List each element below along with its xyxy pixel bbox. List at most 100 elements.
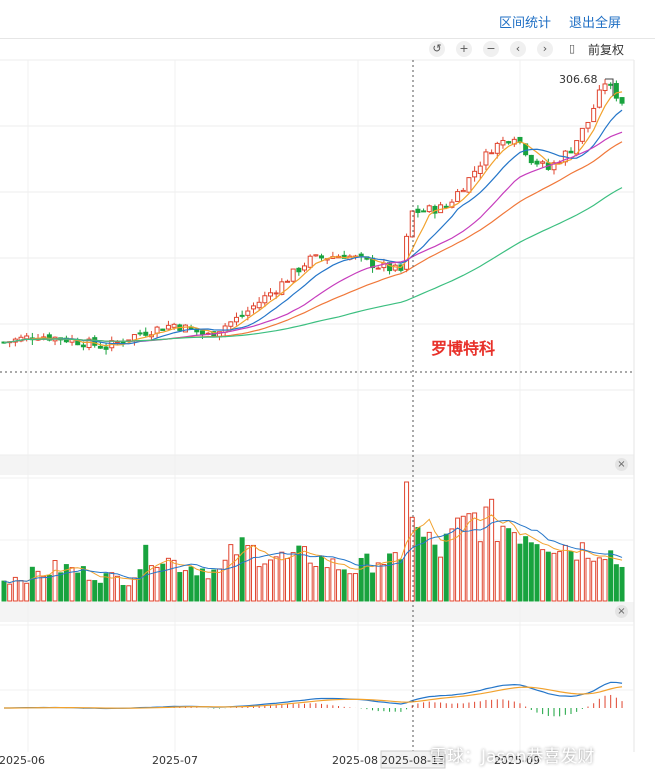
volume-ma10-line bbox=[3, 520, 623, 584]
macd-dif-line bbox=[3, 681, 623, 710]
undo-icon[interactable]: ↺ bbox=[429, 41, 445, 57]
candle-body-39 bbox=[222, 325, 228, 333]
volume-bar-35 bbox=[199, 568, 205, 602]
volume-bar-13 bbox=[75, 572, 81, 602]
candle-body-60 bbox=[341, 254, 347, 259]
grid-lines bbox=[0, 59, 635, 752]
volume-bar-101 bbox=[574, 559, 580, 602]
volume-bar-65 bbox=[370, 572, 376, 602]
scroll-left-icon[interactable]: ‹ bbox=[510, 41, 526, 57]
volume-bar-83 bbox=[472, 512, 478, 602]
candle-body-97 bbox=[551, 162, 557, 171]
volume-bar-39 bbox=[222, 559, 228, 602]
zoom-out-icon[interactable]: − bbox=[483, 41, 499, 57]
volume-bar-104 bbox=[591, 560, 597, 602]
candle-body-64 bbox=[364, 256, 370, 260]
candle-body-63 bbox=[358, 253, 364, 257]
volume-bar-69 bbox=[392, 552, 398, 602]
ma30-line bbox=[3, 141, 623, 344]
candle-body-70 bbox=[398, 264, 404, 271]
candle-body-26 bbox=[148, 334, 154, 338]
candle-body-91 bbox=[517, 136, 523, 143]
volume-bar-37 bbox=[211, 569, 217, 602]
candle-body-98 bbox=[557, 162, 563, 165]
candle-body-1 bbox=[7, 341, 13, 344]
candle-body-89 bbox=[506, 141, 512, 144]
volume-bar-97 bbox=[551, 552, 557, 602]
volume-bar-3 bbox=[18, 580, 24, 602]
candle-body-21 bbox=[120, 341, 126, 344]
candle-body-90 bbox=[511, 138, 517, 145]
volume-bar-34 bbox=[194, 575, 200, 602]
candle-body-67 bbox=[381, 262, 387, 269]
volume-bar-55 bbox=[313, 566, 319, 602]
candle-body-5 bbox=[29, 337, 35, 341]
top-bar: 区间统计 退出全屏 bbox=[0, 0, 655, 39]
volume-bar-106 bbox=[602, 559, 608, 602]
volume-bar-23 bbox=[131, 577, 137, 602]
volume-bar-7 bbox=[41, 575, 47, 602]
candle-body-57 bbox=[324, 258, 330, 261]
candle-body-41 bbox=[233, 316, 239, 323]
volume-bar-103 bbox=[585, 557, 591, 602]
candle-body-53 bbox=[302, 265, 308, 271]
volume-bar-74 bbox=[421, 536, 427, 602]
candle-body-75 bbox=[426, 205, 432, 213]
candle-body-92 bbox=[523, 143, 529, 156]
candle-body-13 bbox=[75, 339, 81, 346]
volume-bar-75 bbox=[426, 531, 432, 602]
candle-body-103 bbox=[585, 121, 591, 129]
candle-body-74 bbox=[421, 210, 427, 213]
volume-bar-108 bbox=[613, 564, 619, 602]
candle-body-8 bbox=[46, 334, 52, 341]
volume-bar-88 bbox=[500, 525, 506, 602]
scroll-right-icon[interactable]: › bbox=[537, 41, 553, 57]
volume-bar-20 bbox=[114, 575, 120, 602]
volume-bar-51 bbox=[290, 552, 296, 602]
volume-bar-28 bbox=[160, 563, 166, 602]
volume-bar-31 bbox=[177, 572, 183, 602]
volume-bar-5 bbox=[29, 566, 35, 602]
peak-price-label: 306.68 bbox=[559, 73, 598, 86]
volume-bar-49 bbox=[279, 551, 285, 602]
zoom-in-icon[interactable]: + bbox=[456, 41, 472, 57]
candle-body-28 bbox=[160, 328, 166, 331]
volume-bar-53 bbox=[302, 546, 308, 602]
volume-bar-85 bbox=[483, 506, 489, 602]
candle-body-101 bbox=[574, 140, 580, 155]
volume-bar-12 bbox=[69, 567, 75, 602]
volume-bar-79 bbox=[449, 528, 455, 602]
stock-name-label: 罗博特科 bbox=[431, 339, 495, 358]
volume-bar-17 bbox=[97, 582, 103, 602]
chart-toolbar: ↺ + − ‹ › ▯ 前复权 bbox=[0, 38, 655, 60]
candle-body-15 bbox=[86, 338, 92, 349]
range-stats-link[interactable]: 区间统计 bbox=[499, 16, 552, 31]
candle-body-72 bbox=[409, 210, 415, 238]
ma60-line bbox=[3, 187, 623, 344]
candle-body-38 bbox=[216, 331, 222, 338]
candle-body-84 bbox=[477, 165, 483, 174]
candle-body-65 bbox=[370, 257, 376, 269]
candle-body-79 bbox=[449, 201, 455, 208]
candle-body-11 bbox=[63, 337, 69, 343]
volume-bar-94 bbox=[534, 544, 540, 602]
candle-body-102 bbox=[579, 127, 585, 142]
volume-bar-27 bbox=[154, 566, 160, 602]
close-macd-panel-icon[interactable]: × bbox=[615, 605, 628, 618]
lower-grid-lines bbox=[0, 477, 634, 691]
volume-bar-8 bbox=[46, 574, 52, 602]
candle-body-29 bbox=[165, 324, 171, 330]
price-adjust-toggle[interactable]: 前复权 bbox=[588, 43, 625, 57]
exit-fullscreen-link[interactable]: 退出全屏 bbox=[569, 16, 622, 31]
close-volume-panel-icon[interactable]: × bbox=[615, 458, 628, 471]
candle-body-47 bbox=[267, 292, 273, 297]
volume-bar-14 bbox=[80, 566, 86, 602]
candle-body-49 bbox=[279, 281, 285, 295]
volume-bar-22 bbox=[126, 585, 132, 602]
volume-bar-73 bbox=[415, 527, 421, 602]
candle-type-icon[interactable]: ▯ bbox=[568, 42, 576, 55]
candle-body-96 bbox=[545, 162, 551, 170]
macd-panel-header bbox=[0, 602, 634, 622]
volume-bar-71 bbox=[404, 481, 410, 602]
